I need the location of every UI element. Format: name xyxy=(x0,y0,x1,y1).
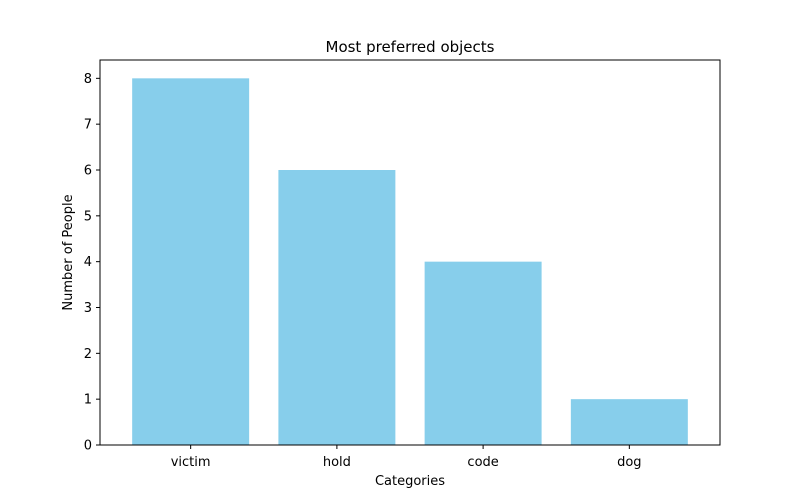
y-tick-label: 6 xyxy=(84,164,92,179)
y-tick-label: 0 xyxy=(84,439,92,454)
bars-layer xyxy=(132,78,688,445)
x-tick-label: victim xyxy=(171,455,211,470)
y-axis: 0 1 2 3 4 5 6 7 8 xyxy=(84,72,100,454)
y-tick-label: 1 xyxy=(84,393,92,408)
y-tick-label: 4 xyxy=(84,255,92,270)
bar-hold xyxy=(278,170,396,445)
x-axis: victim hold code dog xyxy=(171,445,642,470)
x-axis-title: Categories xyxy=(375,474,445,489)
x-tick-label: dog xyxy=(617,455,641,470)
y-tick-label: 7 xyxy=(84,118,92,133)
y-tick-label: 5 xyxy=(84,209,92,224)
plot-frame xyxy=(99,59,721,446)
y-tick-label: 3 xyxy=(84,301,92,316)
bar-victim xyxy=(132,78,250,445)
chart-title: Most preferred objects xyxy=(326,38,495,56)
y-tick-label: 8 xyxy=(84,72,92,87)
y-tick-label: 2 xyxy=(84,347,92,362)
x-tick-label: hold xyxy=(323,455,351,470)
x-tick-label: code xyxy=(467,455,498,470)
y-axis-title: Number of People xyxy=(61,194,76,310)
bar-code xyxy=(424,261,542,445)
bar-dog xyxy=(570,399,688,445)
